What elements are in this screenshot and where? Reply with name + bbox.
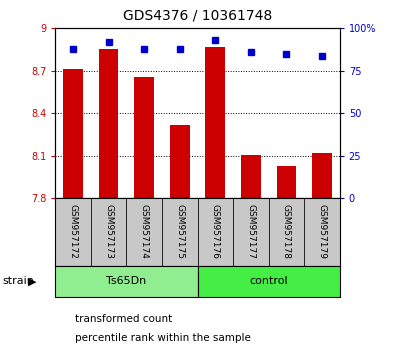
Bar — [55, 198, 91, 266]
Bar — [205, 47, 225, 198]
Text: control: control — [249, 276, 288, 286]
Bar — [269, 198, 304, 266]
Bar — [162, 198, 198, 266]
Text: GSM957174: GSM957174 — [140, 204, 149, 258]
Bar — [134, 77, 154, 198]
Text: GSM957175: GSM957175 — [175, 204, 184, 259]
Bar — [91, 198, 126, 266]
Bar — [233, 198, 269, 266]
Text: GSM957178: GSM957178 — [282, 204, 291, 259]
Bar — [304, 198, 340, 266]
Text: Ts65Dn: Ts65Dn — [106, 276, 147, 286]
Bar — [99, 49, 118, 198]
Text: transformed count: transformed count — [75, 314, 173, 324]
Text: percentile rank within the sample: percentile rank within the sample — [75, 333, 251, 343]
Bar — [198, 198, 233, 266]
Bar — [312, 153, 332, 198]
Text: GSM957176: GSM957176 — [211, 204, 220, 259]
Text: ▶: ▶ — [28, 276, 37, 286]
Bar — [126, 198, 162, 266]
Bar — [198, 266, 340, 297]
Text: GSM957177: GSM957177 — [246, 204, 255, 259]
Text: strain: strain — [2, 276, 34, 286]
Text: GSM957173: GSM957173 — [104, 204, 113, 259]
Bar — [276, 166, 296, 198]
Bar — [55, 266, 198, 297]
Text: GDS4376 / 10361748: GDS4376 / 10361748 — [123, 9, 272, 23]
Text: GSM957172: GSM957172 — [69, 204, 77, 258]
Bar — [170, 125, 190, 198]
Bar — [241, 155, 261, 198]
Bar — [63, 69, 83, 198]
Text: GSM957179: GSM957179 — [318, 204, 326, 259]
